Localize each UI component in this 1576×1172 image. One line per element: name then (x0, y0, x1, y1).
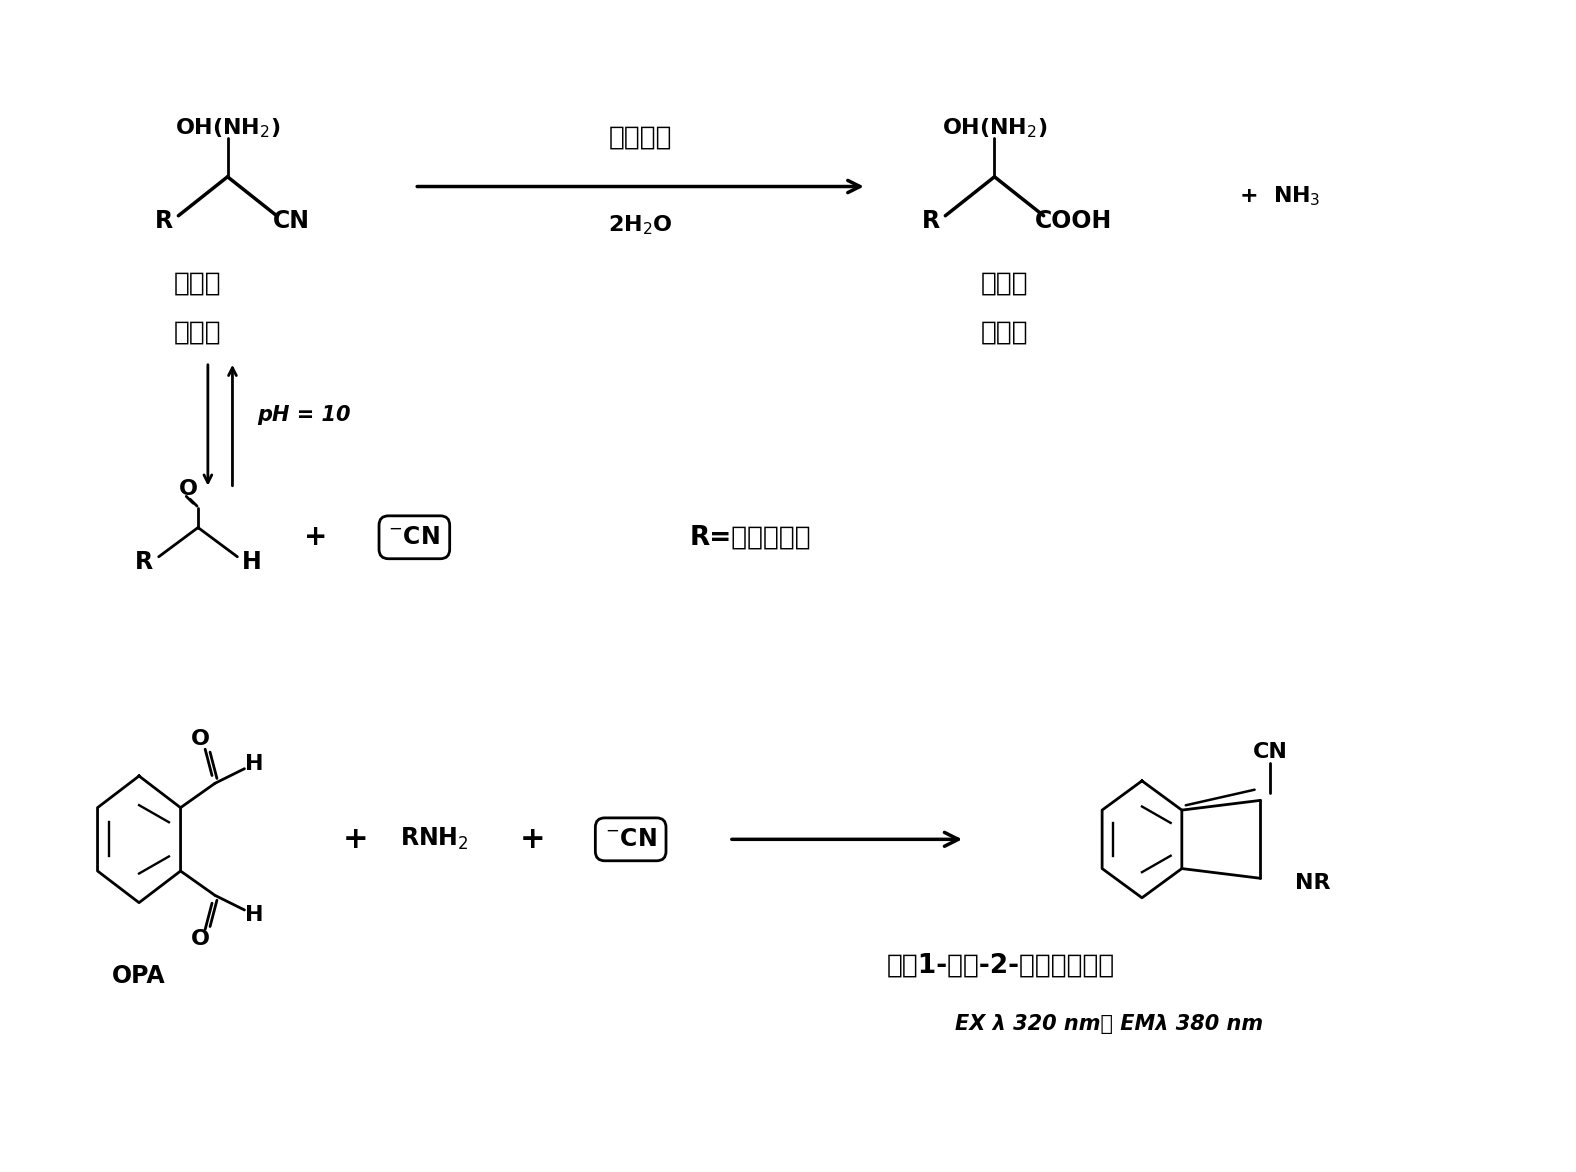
Text: EX λ 320 nm， EMλ 380 nm: EX λ 320 nm， EMλ 380 nm (955, 1015, 1264, 1035)
Text: 羟基酸: 羟基酸 (980, 271, 1028, 297)
Text: +: + (304, 523, 328, 551)
Text: 腼水解酶: 腼水解酶 (608, 124, 673, 151)
Text: 氨基脻: 氨基脻 (175, 320, 222, 346)
Text: +  NH$_3$: + NH$_3$ (1239, 184, 1321, 209)
Text: R: R (136, 550, 153, 573)
Text: pH = 10: pH = 10 (257, 406, 350, 425)
Text: H: H (243, 550, 262, 573)
Text: 氨基酸: 氨基酸 (980, 320, 1028, 346)
Text: 荧光1-氰基-2-取代苯异唷咀: 荧光1-氰基-2-取代苯异唷咀 (886, 953, 1114, 979)
Text: +: + (520, 825, 545, 854)
Text: O: O (178, 478, 197, 498)
Text: 2H$_2$O: 2H$_2$O (608, 213, 673, 237)
Text: O: O (191, 929, 210, 949)
Text: R: R (154, 209, 173, 232)
Text: OH(NH$_2$): OH(NH$_2$) (175, 116, 281, 139)
Text: RNH$_2$: RNH$_2$ (400, 826, 468, 852)
Text: OH(NH$_2$): OH(NH$_2$) (942, 116, 1046, 139)
Text: OPA: OPA (112, 963, 165, 988)
Text: O: O (191, 729, 210, 749)
Text: +: + (342, 825, 369, 854)
Text: NR: NR (1295, 873, 1330, 893)
Text: H: H (244, 905, 263, 925)
Text: COOH: COOH (1034, 209, 1111, 232)
Text: 羟基脻: 羟基脻 (175, 271, 222, 297)
Text: CN: CN (1253, 742, 1288, 762)
Text: H: H (244, 754, 263, 774)
Text: $^{-}$CN: $^{-}$CN (605, 827, 657, 851)
Text: $^{-}$CN: $^{-}$CN (388, 525, 440, 550)
Text: CN: CN (273, 209, 310, 232)
Text: R: R (922, 209, 939, 232)
Text: R=烷基，芳基: R=烷基，芳基 (690, 524, 812, 551)
